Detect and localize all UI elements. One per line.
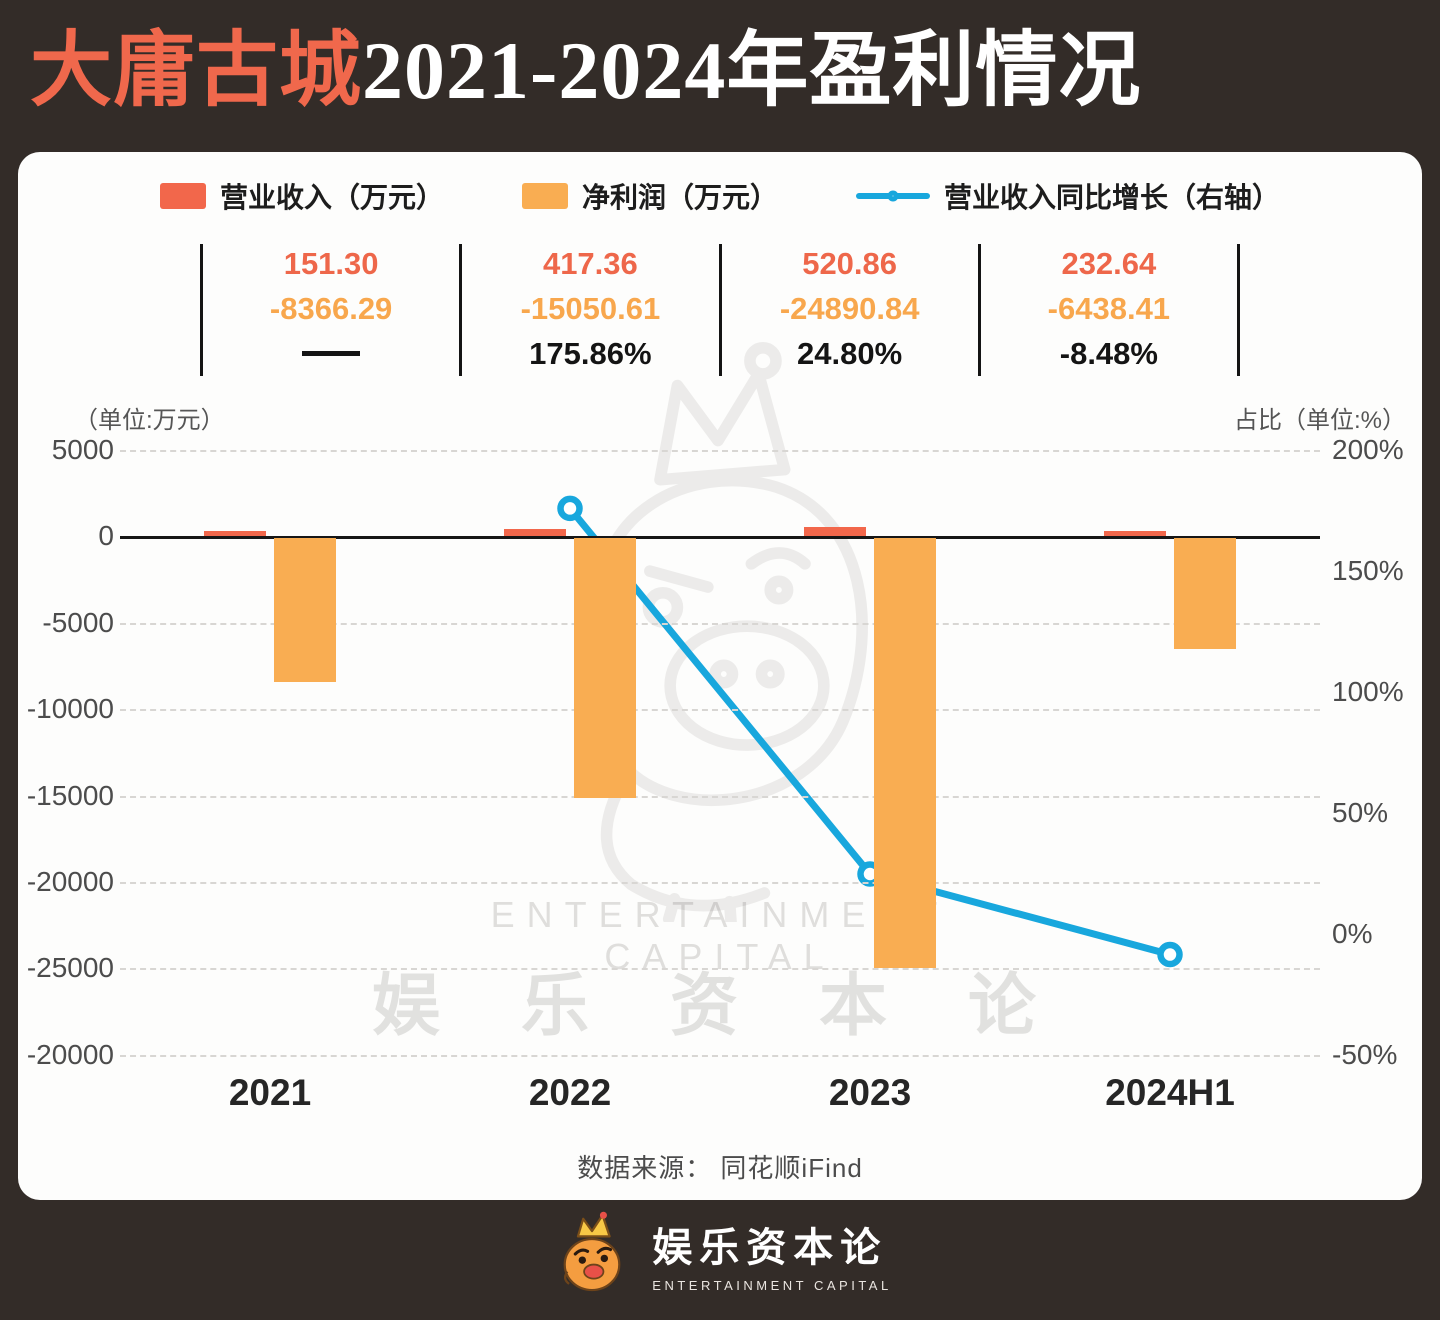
legend-label: 营业收入（万元） (219, 182, 444, 213)
right-axis-tick: 150% (1332, 555, 1404, 586)
title-rest: 2021-2024年盈利情况 (362, 25, 1142, 116)
gridline (120, 709, 1320, 712)
gridline (120, 882, 1320, 884)
x-axis-label-2024H1: 2024H1 (1105, 1072, 1235, 1113)
net-profit-value: -8366.29 (269, 291, 393, 326)
footer-logo-text: 娱乐资本论 ENTERTAINMENT CAPITAL (652, 1215, 891, 1293)
net-profit-bar-2023 (874, 537, 936, 968)
right-axis-tick: -50% (1332, 1039, 1398, 1070)
footer-logo-en: ENTERTAINMENT CAPITAL (652, 1278, 892, 1293)
stat-column-2024H1: 232.64 -6438.41 -8.48% (977, 244, 1237, 376)
legend-item-2: 营业收入同比增长（右轴） (856, 176, 1280, 216)
mascot-logo-icon (548, 1210, 636, 1298)
x-axis-label-2021: 2021 (228, 1072, 312, 1113)
footer: 娱乐资本论 ENTERTAINMENT CAPITAL (0, 1210, 1440, 1298)
zero-axis-line (120, 536, 1320, 540)
legend-swatch-bar-icon (521, 183, 568, 209)
net-profit-bar-2021 (274, 537, 336, 683)
left-axis-tick: 5000 (51, 434, 114, 465)
right-axis-tick: 100% (1332, 676, 1404, 707)
left-axis-unit-label: （单位:万元） (74, 407, 225, 434)
growth-line-layer (557, 495, 1183, 968)
gridline (120, 622, 1320, 625)
growth-value: -8.48% (1059, 336, 1158, 371)
legend-swatch-bar-icon (159, 183, 206, 209)
left-axis-tick: -15000 (26, 779, 114, 811)
stat-column-2022: 417.36 -15050.61 175.86% (459, 244, 718, 376)
right-axis-unit-label: 占比（单位:%） (1233, 407, 1406, 434)
left-axis-tick: -20000 (26, 866, 114, 897)
right-axis-tick: 0% (1332, 918, 1373, 949)
x-axis-label-2022: 2022 (528, 1072, 612, 1113)
growth-line (566, 504, 1174, 959)
growth-point-marker (1157, 941, 1183, 968)
left-axis-tick: -10000 (26, 693, 114, 725)
left-axis-tick: -5000 (42, 606, 114, 638)
net-profit-bar-2022 (574, 537, 636, 798)
growth-point-marker (557, 495, 583, 522)
revenue-bar-2021 (204, 531, 266, 537)
right-axis-tick: 200% (1332, 434, 1404, 465)
gridline (120, 1054, 1320, 1057)
net-profit-bar-2024H1 (1174, 537, 1236, 650)
stat-column-2023: 520.86 -24890.84 24.80% (718, 244, 978, 376)
legend-swatch-line-icon (856, 190, 930, 202)
growth-value: 24.80% (797, 336, 903, 371)
page-title: 大庸古城2021-2024年盈利情况 (30, 24, 1141, 118)
revenue-value: 417.36 (542, 246, 638, 281)
right-axis-tick: 50% (1332, 797, 1389, 828)
chart-legend: 营业收入（万元） 净利润（万元） 营业收入同比增长（右轴） (18, 176, 1422, 216)
legend-label: 净利润（万元） (581, 182, 778, 213)
legend-marker-dot-icon (887, 190, 899, 202)
left-axis-tick: -20000 (26, 1038, 114, 1070)
revenue-bar-2023 (804, 527, 866, 537)
data-source: 数据来源： 同花顺iFind (577, 1153, 863, 1183)
gridline (120, 450, 1320, 452)
plot-area: 5000 0 -5000 -10000 -15000 -20000 -25000 -20000… (18, 152, 1422, 1200)
footer-logo-cn: 娱乐资本论 (652, 1226, 888, 1270)
x-axis-label-2023: 2023 (828, 1072, 912, 1113)
value-labels-header: 151.30 -8366.29 417.36 -15050.61 175.86% 520.… (200, 244, 1240, 376)
revenue-value: 232.64 (1061, 246, 1157, 281)
gridline (120, 795, 1320, 798)
growth-value: 175.86% (529, 336, 652, 371)
revenue-bar-2024H1 (1104, 531, 1166, 537)
revenue-value: 520.86 (802, 246, 898, 281)
left-axis-tick: 0 (98, 520, 114, 552)
watermark-text-cn: 娱 乐 资 本 论 (371, 968, 1068, 1044)
left-axis-tick: -25000 (26, 952, 114, 984)
net-profit-value: -24890.84 (779, 291, 920, 326)
revenue-value: 151.30 (283, 246, 379, 281)
stat-column-2021: 151.30 -8366.29 (200, 244, 459, 376)
legend-item-1: 净利润（万元） (521, 176, 778, 216)
net-profit-value: -6438.41 (1047, 291, 1171, 326)
growth-value (302, 351, 361, 356)
title-highlight: 大庸古城 (30, 25, 363, 116)
legend-label: 营业收入同比增长（右轴） (944, 182, 1281, 213)
revenue-bar-2022 (504, 529, 566, 537)
net-profit-value: -15050.61 (520, 291, 661, 326)
gridline (120, 968, 1320, 971)
chart-card: 营业收入（万元） 净利润（万元） 营业收入同比增长（右轴） 151.30 -8366.… (18, 152, 1422, 1200)
legend-item-0: 营业收入（万元） (159, 176, 444, 216)
